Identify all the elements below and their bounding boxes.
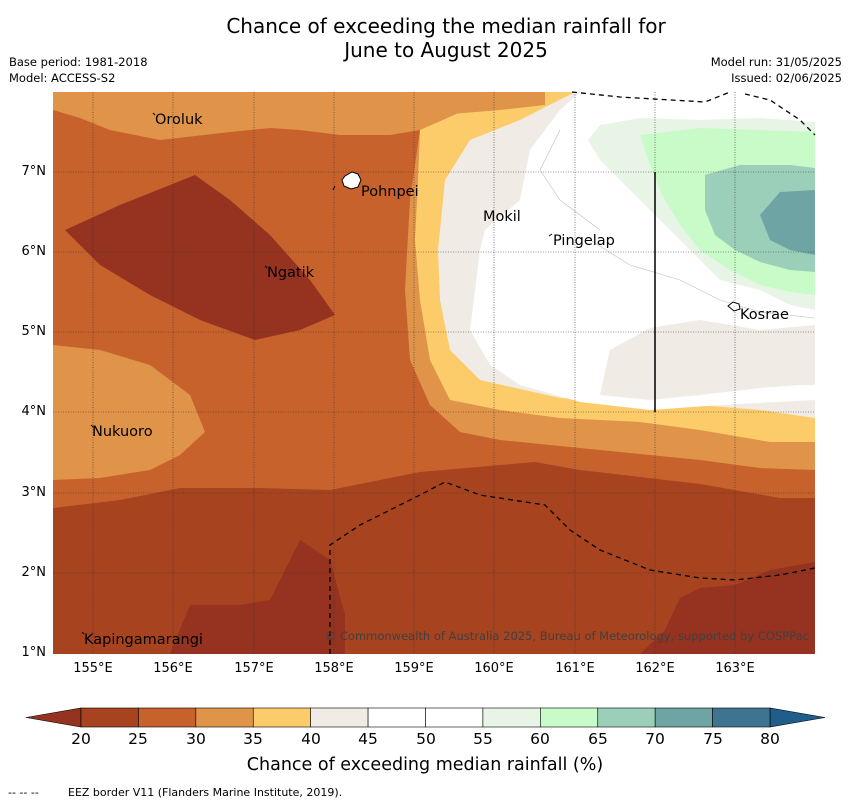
contour-70-75 [760, 190, 815, 255]
colorbar-segment-20 [80, 707, 139, 728]
lat-label-5n: 5°N [21, 324, 47, 339]
cb-tick-70: 70 [645, 730, 665, 748]
colorbar-segment-35 [252, 707, 311, 728]
lon-label-156e: 156°E [153, 661, 193, 676]
atoll-marks [81, 112, 553, 635]
eez-border [329, 91, 816, 654]
colorbar-segment-75 [712, 707, 771, 728]
eez-legend-note: EEZ border V11 (Flanders Marine Institut… [68, 786, 343, 799]
cb-tick-20: 20 [71, 730, 91, 748]
place-kapingamarangi: Kapingamarangi [84, 632, 203, 648]
cb-tick-45: 45 [358, 730, 378, 748]
place-nukuoro: Nukuoro [92, 424, 153, 440]
contour-nukuoro-patch [53, 345, 205, 480]
title-line-2: June to August 2025 [344, 38, 548, 62]
colorbar [25, 707, 826, 728]
base-period: Base period: 1981-2018 [9, 55, 148, 69]
cb-tick-75: 75 [703, 730, 723, 748]
contour-west-lobe [65, 175, 335, 340]
lon-label-160e: 160°E [474, 661, 514, 676]
colorbar-segment-30 [195, 707, 254, 728]
graticule [53, 92, 815, 654]
lat-label-6n: 6°N [21, 244, 47, 259]
lon-label-157e: 157°E [234, 661, 274, 676]
place-oroluk: Oroluk [155, 112, 203, 128]
contour-line-2 [539, 129, 601, 231]
colorbar-label: Chance of exceeding median rainfall (%) [246, 755, 604, 775]
place-kosrae: Kosrae [740, 307, 789, 323]
colorbar-segment-25 [138, 707, 197, 728]
lat-label-7n: 7°N [21, 164, 47, 179]
issued-date: Issued: 02/06/2025 [731, 71, 842, 85]
cb-tick-40: 40 [301, 730, 321, 748]
place-pohnpei: Pohnpei [361, 184, 419, 200]
cb-tick-50: 50 [416, 730, 436, 748]
colorbar-segment-55 [482, 707, 541, 728]
rainfall-contours [53, 92, 815, 654]
lon-label-162e: 162°E [635, 661, 675, 676]
place-ngatik: Ngatik [267, 265, 315, 281]
cb-tick-60: 60 [530, 730, 550, 748]
colorbar-segment-50 [425, 707, 484, 728]
lon-label-163e: 163°E [715, 661, 755, 676]
lat-label-2n: 2°N [21, 565, 47, 580]
cb-tick-55: 55 [473, 730, 493, 748]
contour-northwest-strip [53, 92, 545, 140]
place-mokil: Mokil [483, 209, 521, 225]
colorbar-segment-60 [540, 707, 599, 728]
colorbar-segment-40 [310, 707, 369, 728]
colorbar-over-arrow [769, 707, 826, 728]
lon-label-161e: 161°E [555, 661, 595, 676]
cb-tick-25: 25 [128, 730, 148, 748]
contour-line-1 [589, 239, 815, 319]
model-name: Model: ACCESS-S2 [9, 71, 116, 85]
colorbar-under-arrow [25, 707, 82, 728]
lat-label-4n: 4°N [21, 404, 47, 419]
lat-label-1n: 1°N [21, 645, 47, 660]
lat-label-3n: 3°N [21, 485, 47, 500]
copyright-notice: © Commonwealth of Australia 2025, Bureau… [324, 629, 809, 643]
lon-label-155e: 155°E [73, 661, 113, 676]
cb-tick-80: 80 [760, 730, 780, 748]
cb-tick-65: 65 [588, 730, 608, 748]
colorbar-segment-65 [597, 707, 656, 728]
cb-tick-35: 35 [243, 730, 263, 748]
lon-label-159e: 159°E [394, 661, 434, 676]
eez-legend-symbol: -- -- -- [8, 786, 39, 799]
cb-tick-30: 30 [186, 730, 206, 748]
colorbar-segment-45 [367, 707, 426, 728]
kosrae-island [727, 301, 741, 312]
lon-label-158e: 158°E [314, 661, 354, 676]
pohnpei-island [341, 171, 362, 190]
place-pingelap: Pingelap [553, 233, 615, 249]
title-line-1: Chance of exceeding the median rainfall … [226, 14, 666, 38]
colorbar-segment-70 [654, 707, 713, 728]
model-run: Model run: 31/05/2025 [710, 55, 842, 69]
